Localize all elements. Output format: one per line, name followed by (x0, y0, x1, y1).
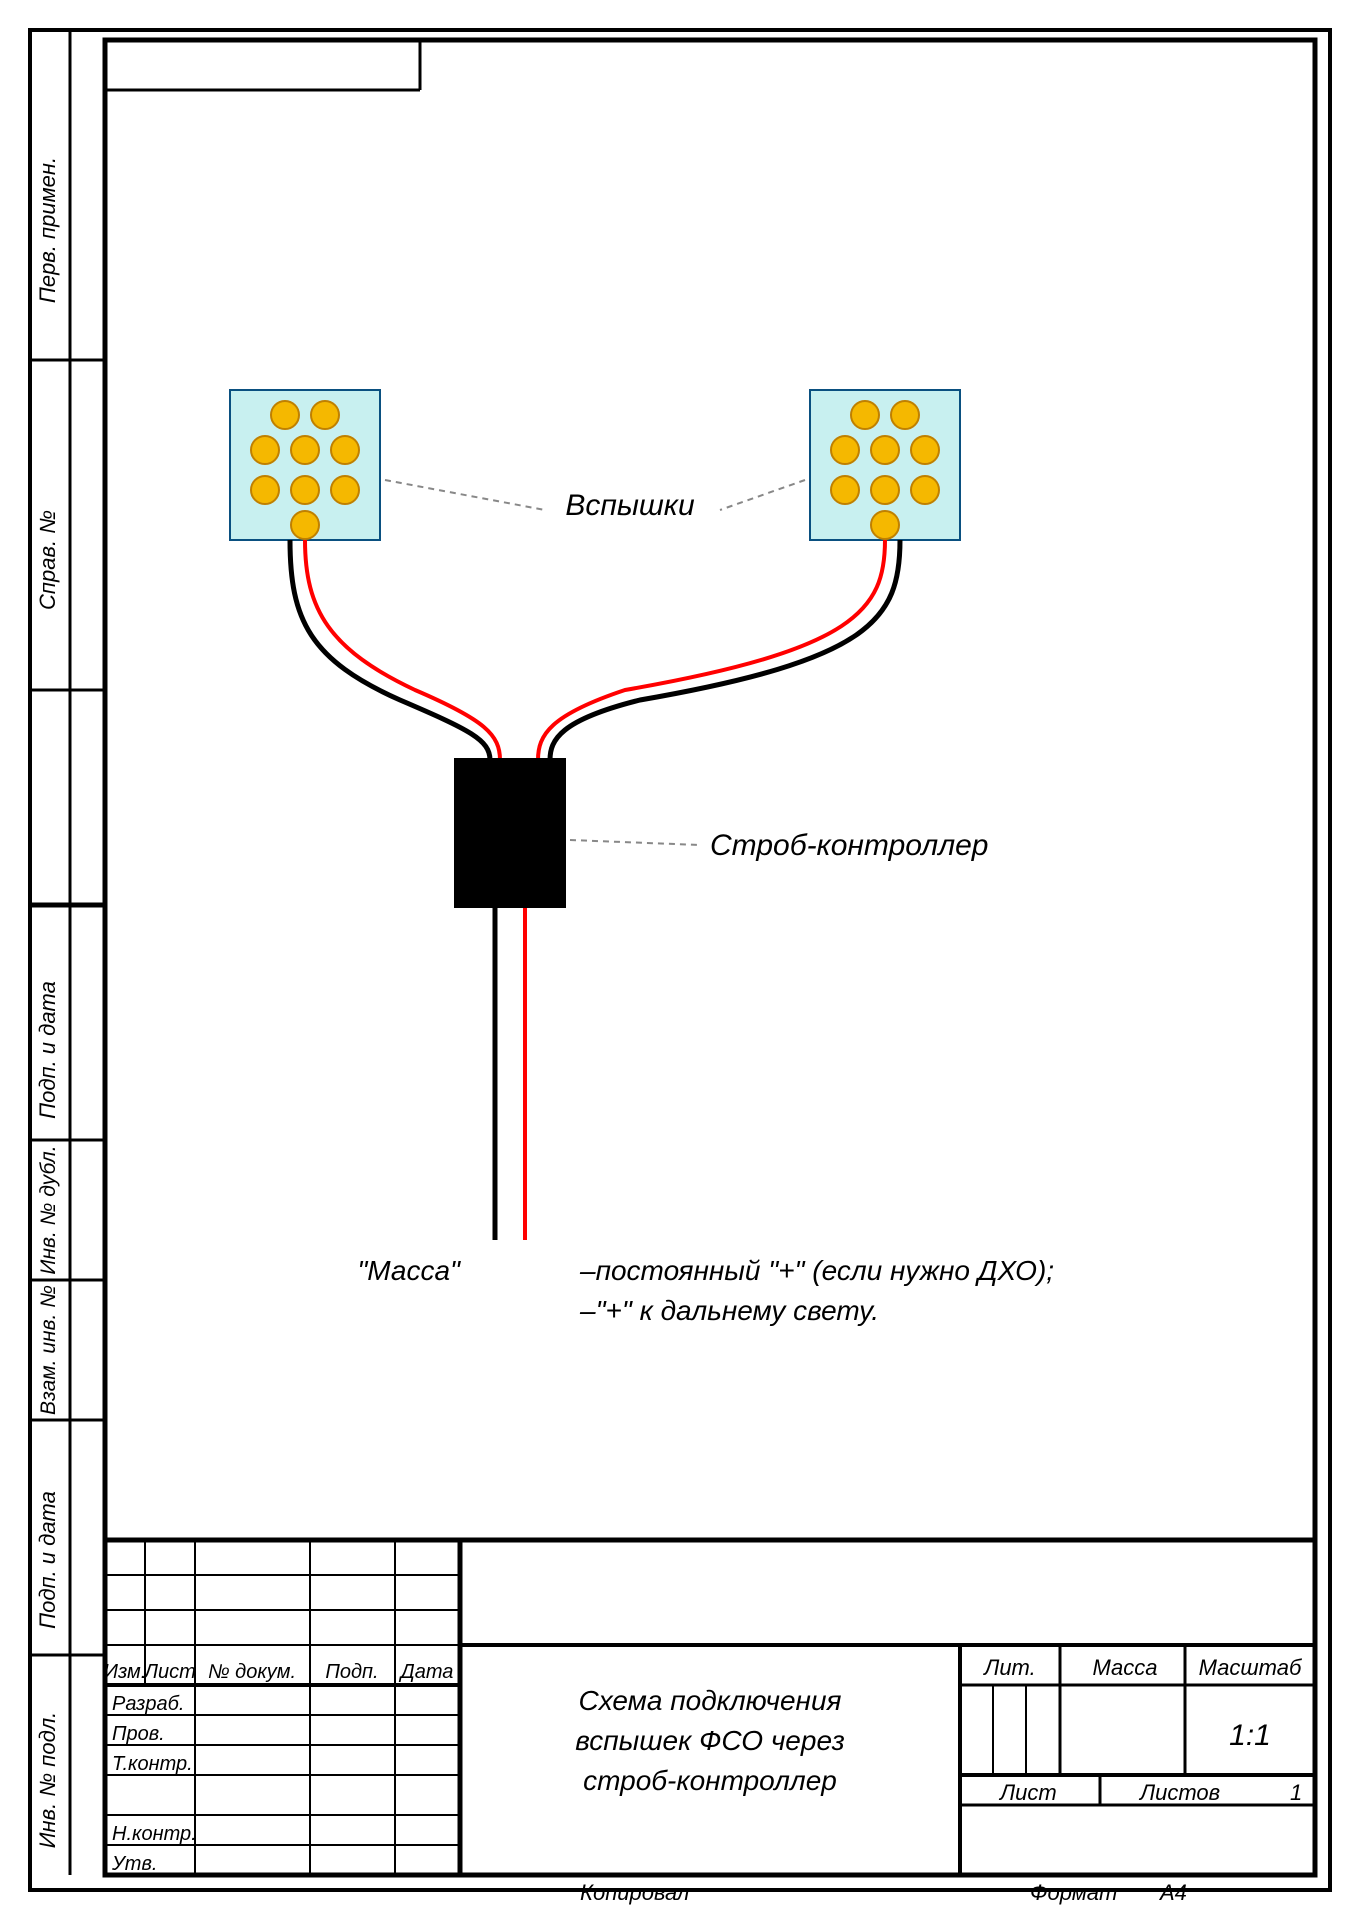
tb-ndokum: № докум. (208, 1661, 296, 1683)
controller-box (454, 758, 566, 908)
side-podp-data2: Подп. и дата (35, 1491, 60, 1629)
tb-razrab: Разраб. (112, 1693, 184, 1715)
diagram-content: Вспышки Строб-контроллер "Масса" –постоя… (230, 390, 1054, 1326)
tb-scale: 1:1 (1229, 1719, 1271, 1752)
tb-format: Формат (1030, 1880, 1117, 1905)
side-podp-data: Подп. и дата (35, 981, 60, 1119)
title-block: Изм. Лист № докум. Подп. Дата Разраб. Пр… (104, 1540, 1315, 1905)
plus-label-1: –постоянный "+" (если нужно ДХО); (579, 1255, 1054, 1286)
ground-label: "Масса" (357, 1255, 461, 1286)
tb-lit: Лит. (982, 1655, 1036, 1680)
tb-tkontr: Т.контр. (112, 1753, 193, 1775)
tb-list-label: Лист (998, 1780, 1057, 1805)
side-perv-primen: Перв. примен. (35, 157, 60, 303)
tb-utv: Утв. (111, 1853, 157, 1875)
tb-data: Дата (399, 1661, 454, 1683)
tb-nkontr: Н.контр. (112, 1823, 197, 1845)
tb-scale-label: Масштаб (1199, 1655, 1303, 1680)
side-vzam-inv: Взам. инв. № (37, 1285, 60, 1415)
side-inv-dubl: Инв. № дубл. (37, 1145, 60, 1274)
title-line3: строб-контроллер (583, 1765, 837, 1796)
flash-label: Вспышки (565, 489, 695, 522)
tb-format-value: А4 (1158, 1880, 1187, 1905)
wire-right-black (550, 540, 900, 760)
flash-right (810, 390, 960, 540)
wire-left-red (305, 540, 500, 760)
drawing-svg: Перв. примен. Справ. № Подп. и дата Инв.… (0, 0, 1360, 1920)
inner-frame (105, 40, 1315, 1875)
plus-label-2: –"+" к дальнему свету. (579, 1295, 879, 1326)
title-line1: Схема подключения (579, 1685, 842, 1716)
side-inv-podl: Инв. № подл. (35, 1712, 60, 1849)
tb-mass: Масса (1092, 1655, 1157, 1680)
tb-listov-value: 1 (1290, 1780, 1302, 1805)
title-line2: вспышек ФСО через (575, 1725, 844, 1756)
tb-list: Лист (142, 1661, 196, 1683)
wire-left-black (290, 540, 490, 760)
tb-podp: Подп. (325, 1661, 378, 1683)
drawing-page: Перв. примен. Справ. № Подп. и дата Инв.… (0, 0, 1360, 1920)
controller-label: Строб-контроллер (710, 829, 988, 862)
tb-prov: Пров. (112, 1723, 165, 1745)
tb-listov-label: Листов (1138, 1780, 1220, 1805)
side-sprav-no: Справ. № (35, 510, 60, 610)
tb-kopiroval: Копировал (580, 1880, 689, 1905)
tb-izm: Изм. (104, 1661, 147, 1683)
flash-left (230, 390, 380, 540)
